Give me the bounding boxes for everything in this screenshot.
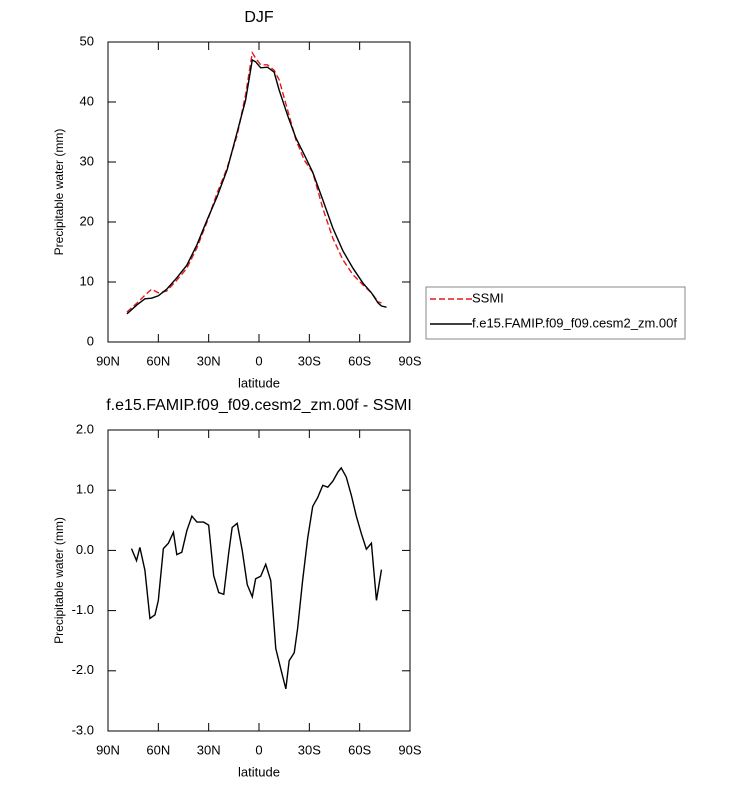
legend-label: SSMI — [472, 290, 504, 305]
y-tick-label: 40 — [80, 93, 94, 108]
x-tick-label: 90N — [96, 353, 120, 368]
y-tick-label: -2.0 — [72, 662, 94, 677]
y-tick-label: 50 — [80, 33, 94, 48]
chart-title: DJF — [244, 9, 274, 26]
chart-title: f.e15.FAMIP.f09_f09.cesm2_zm.00f - SSMI — [106, 397, 412, 414]
x-axis-label: latitude — [238, 764, 280, 779]
series-line — [126, 58, 387, 315]
x-tick-label: 30N — [197, 353, 221, 368]
y-tick-label: 10 — [80, 273, 94, 288]
x-tick-label: 30S — [298, 353, 321, 368]
y-tick-label: 2.0 — [76, 421, 94, 436]
y-tick-label: 1.0 — [76, 482, 94, 497]
x-tick-label: 0 — [255, 353, 262, 368]
x-tick-label: 60S — [348, 742, 371, 757]
x-tick-label: 90S — [398, 353, 421, 368]
x-tick-label: 60N — [146, 742, 170, 757]
x-tick-label: 0 — [255, 742, 262, 757]
y-tick-label: 0 — [87, 333, 94, 348]
legend-box — [425, 286, 686, 340]
y-tick-label: 0.0 — [76, 542, 94, 557]
x-tick-label: 30N — [197, 742, 221, 757]
series-line — [126, 50, 382, 313]
x-tick-label: 60N — [146, 353, 170, 368]
x-tick-label: 90S — [398, 742, 421, 757]
y-axis-label: Precipitable water (mm) — [52, 517, 66, 644]
x-axis-label: latitude — [238, 375, 280, 390]
series-line — [130, 466, 383, 690]
y-tick-label: -3.0 — [72, 722, 94, 737]
x-tick-label: 90N — [96, 742, 120, 757]
y-axis-label: Precipitable water (mm) — [52, 129, 66, 256]
y-tick-label: 30 — [80, 153, 94, 168]
y-tick-label: -1.0 — [72, 602, 94, 617]
legend-label: f.e15.FAMIP.f09_f09.cesm2_zm.00f — [472, 315, 677, 330]
plot-frame — [107, 429, 411, 732]
x-tick-label: 30S — [298, 742, 321, 757]
x-tick-label: 60S — [348, 353, 371, 368]
y-tick-label: 20 — [80, 213, 94, 228]
plot-frame — [107, 41, 411, 343]
